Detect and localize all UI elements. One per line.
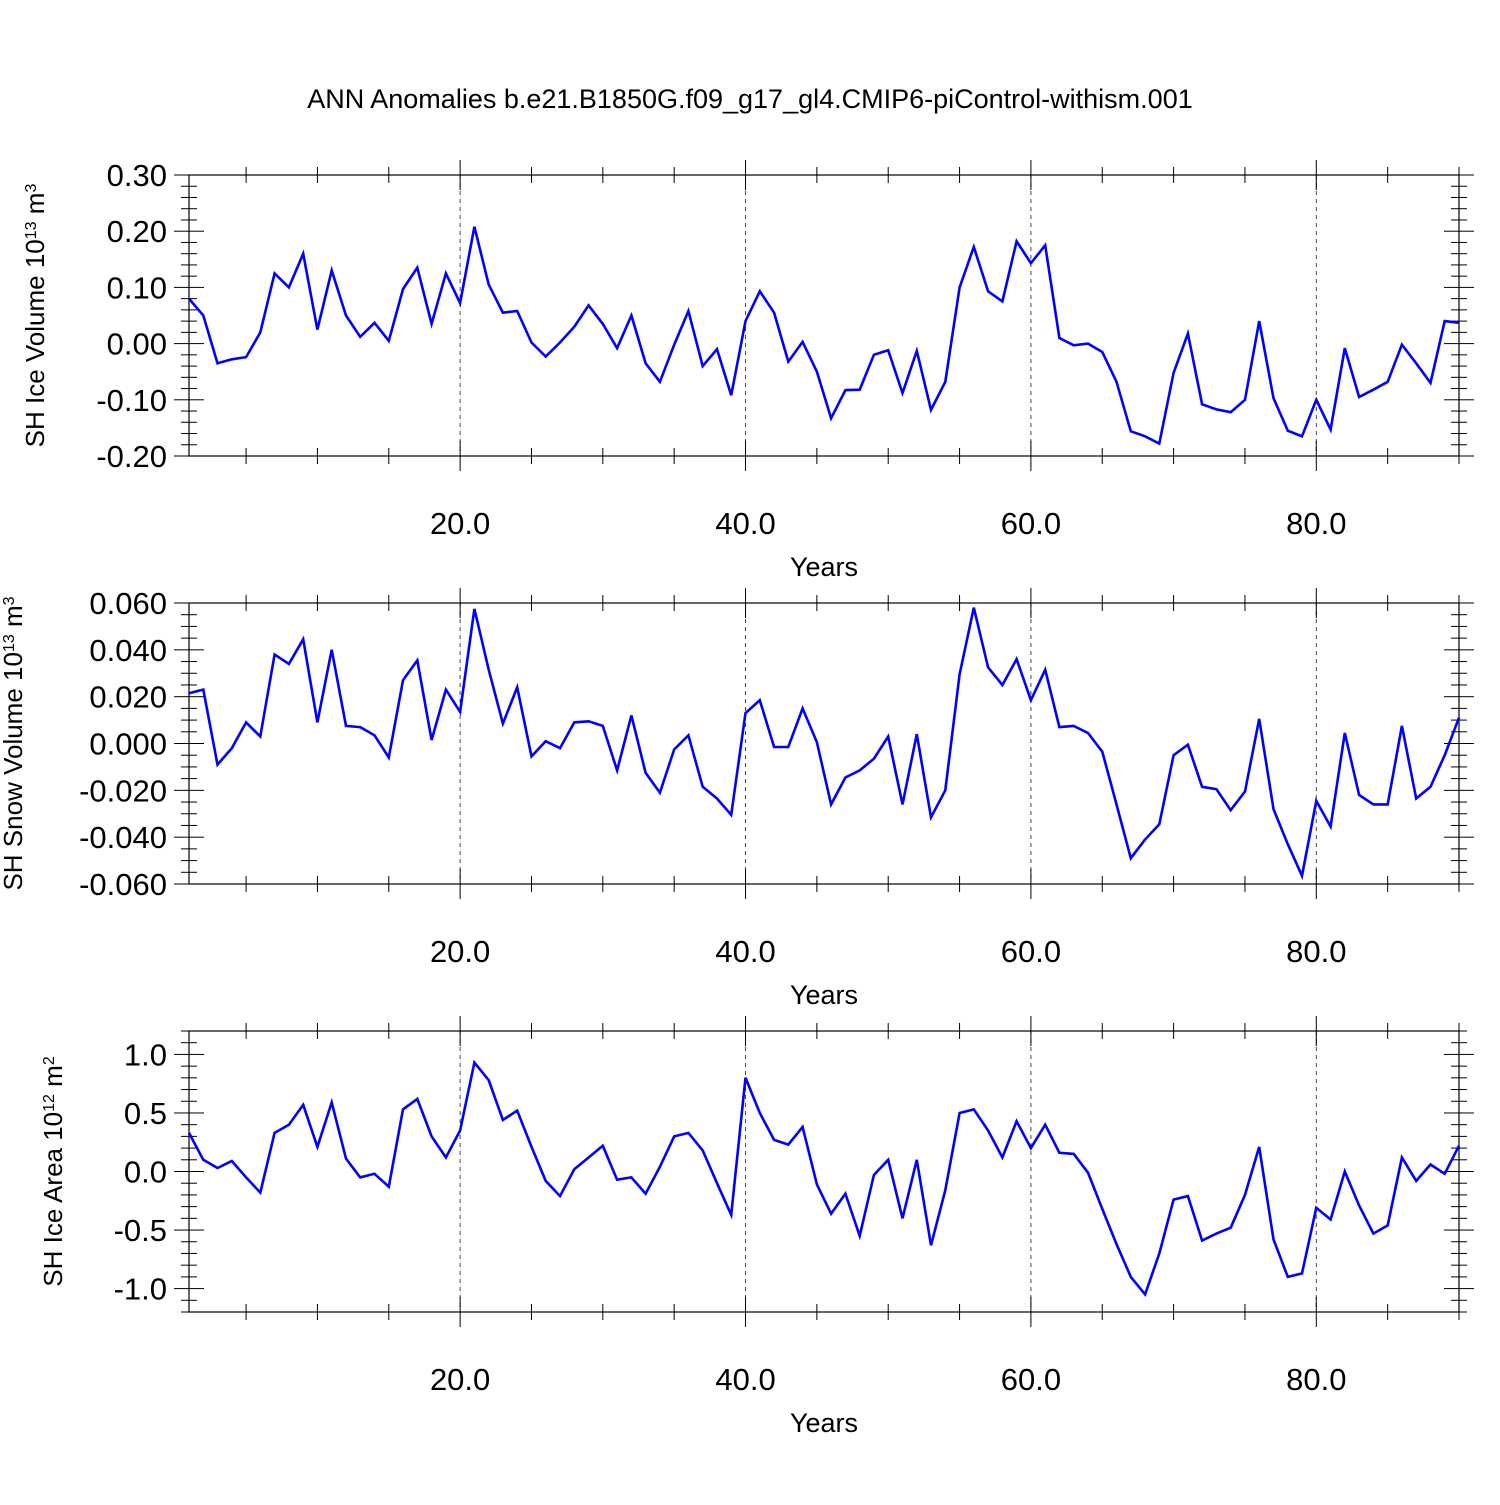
y-tick-label: 0.5 [124,1096,167,1131]
x-axis-label: Years [790,980,858,1010]
x-tick-label: 20.0 [430,506,490,541]
x-tick-label: 60.0 [1001,506,1061,541]
series-line [188,607,1461,881]
y-tick-label: 0.020 [89,680,167,715]
y-axis-label: SH Ice Area 1012 m2 [38,1056,68,1287]
plot-frame [188,1030,1460,1313]
x-tick-label: 80.0 [1286,1362,1346,1397]
y-tick-label: -0.060 [79,867,167,902]
chart-panel-2: -0.060 -0.040 -0.020 0.000 0.020 0.040 0.060 20… [0,586,1474,1010]
y-axis-label: SH Snow Volume 1013 m3 [0,596,28,890]
series-line [187,1059,1461,1298]
y-tick-label: -1.0 [114,1272,167,1307]
y-tick-label: 0.060 [89,586,167,621]
figure-title: ANN Anomalies b.e21.B1850G.f09_g17_gl4.C… [307,84,1193,114]
y-tick-label: -0.20 [96,439,167,474]
y-tick-label: 0.00 [107,327,167,362]
y-tick-label: -0.10 [96,383,167,418]
chart-panel-1: -0.20 -0.10 0.00 0.10 0.20 0.30 20.0 40.0 60.0 80… [20,158,1474,582]
y-tick-label: 0.10 [107,270,167,305]
x-tick-label: 40.0 [715,1362,775,1397]
x-tick-label: 80.0 [1286,506,1346,541]
y-tick-label: 0.000 [89,727,167,762]
y-tick-label: -0.020 [79,773,167,808]
x-tick-label: 40.0 [715,506,775,541]
y-tick-label: 0.20 [107,214,167,249]
y-tick-label: -0.040 [79,820,167,855]
y-tick-label: -0.5 [114,1213,167,1248]
y-tick-label: 1.0 [124,1037,167,1072]
series-line [188,226,1460,446]
x-tick-label: 80.0 [1286,934,1346,969]
x-tick-label: 20.0 [430,934,490,969]
plot-frame [188,174,1460,457]
y-tick-label: 0.30 [107,158,167,193]
x-tick-label: 60.0 [1001,934,1061,969]
plot-frame [188,602,1460,885]
x-axis-label: Years [790,1408,858,1438]
x-tick-label: 60.0 [1001,1362,1061,1397]
chart-panel-3: -1.0 -0.5 0.0 0.5 1.0 20.0 40.0 60.0 80.0 Years SH… [38,1016,1474,1438]
y-axis-label: SH Ice Volume 1013 m3 [20,184,50,448]
x-axis-label: Years [790,552,858,582]
x-tick-label: 40.0 [715,934,775,969]
x-tick-label: 20.0 [430,1362,490,1397]
y-tick-label: 0.0 [124,1155,167,1190]
y-tick-label: 0.040 [89,633,167,668]
